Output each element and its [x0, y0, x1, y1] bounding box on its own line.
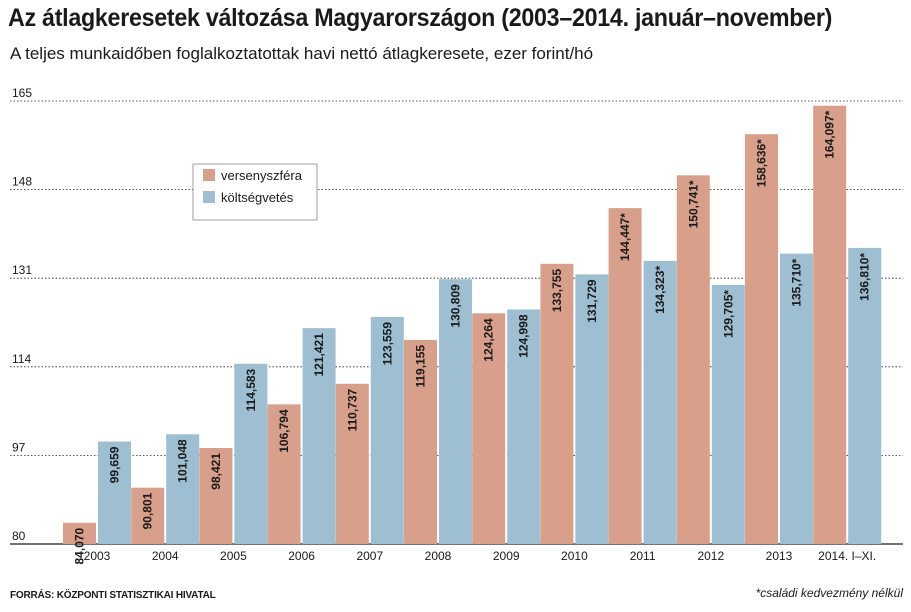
source-note: FORRÁS: KÖZPONTI STATISZTIKAI HIVATAL — [10, 590, 216, 601]
chart-title: Az átlagkeresetek változása Magyarország… — [8, 4, 833, 32]
legend-label: költségvetés — [221, 190, 294, 205]
data-label: 114,583 — [244, 368, 258, 411]
bar-koltsegvetes — [507, 309, 541, 544]
data-label: 90,801 — [141, 492, 155, 529]
legend: versenyszféra költségvetés — [192, 163, 318, 221]
data-label: 106,794 — [277, 409, 291, 453]
bar-versenyszfera — [676, 175, 710, 544]
bar-versenyszfera — [267, 404, 301, 544]
bar-versenyszfera — [199, 447, 233, 544]
x-tick-label: 2009 — [493, 549, 520, 563]
data-label: 158,636* — [755, 139, 769, 187]
bar-koltsegvetes — [711, 284, 745, 544]
bar-koltsegvetes — [780, 253, 813, 544]
bar-koltsegvetes — [643, 260, 677, 544]
x-axis-tick-labels: 2003 2004 2005 2006 2007 2008 2009 2010 2011 2012… — [84, 549, 877, 563]
x-tick-label: 2004 — [152, 549, 179, 563]
data-label: 84,070 — [73, 527, 87, 564]
data-label: 110,737 — [345, 388, 359, 431]
legend-swatch — [203, 169, 215, 181]
bar-versenyszfera — [63, 522, 96, 544]
bar-group: 84,070 99,659 90,801 101,048 98,421 114,583 10… — [63, 105, 882, 564]
data-label: 131,729 — [585, 279, 599, 323]
data-label: 135,710* — [790, 258, 804, 306]
data-label: 150,741* — [686, 180, 700, 228]
data-label: 164,097* — [823, 110, 837, 158]
bar-koltsegvetes — [439, 279, 472, 544]
footnote: *családi kedvezmény nélkül — [755, 586, 903, 600]
data-label: 123,559 — [380, 322, 394, 366]
data-label: 129,705* — [721, 290, 735, 338]
x-tick-label: 2012 — [697, 549, 724, 563]
data-label: 124,264 — [482, 318, 496, 362]
x-tick-label: 2007 — [356, 549, 383, 563]
data-label: 134,323* — [653, 266, 667, 314]
chart-subtitle: A teljes munkaidőben foglalkoztatottak h… — [10, 44, 594, 63]
x-tick-label: 2013 — [766, 549, 793, 563]
x-tick-label: 2008 — [425, 549, 452, 563]
bar-versenyszfera — [813, 105, 847, 544]
bar-versenyszfera — [335, 383, 369, 544]
data-label: 98,421 — [209, 453, 223, 490]
bar-versenyszfera — [540, 263, 574, 544]
bar-koltsegvetes — [302, 328, 336, 544]
y-tick-label: 80 — [12, 529, 26, 543]
x-tick-label: 2003 — [84, 549, 111, 563]
legend-swatch — [203, 191, 215, 203]
y-tick-label: 148 — [12, 175, 32, 189]
data-label: 119,155 — [414, 345, 428, 388]
y-tick-label: 131 — [12, 263, 32, 277]
bar-koltsegvetes — [166, 434, 200, 544]
data-label: 101,048 — [176, 439, 190, 483]
bar-versenyszfera — [608, 208, 642, 544]
data-label: 121,421 — [312, 333, 326, 377]
x-tick-label: 2010 — [561, 549, 588, 563]
bar-versenyszfera — [404, 339, 437, 544]
bar-koltsegvetes — [98, 441, 131, 544]
data-label: 99,659 — [108, 446, 122, 483]
bar-versenyszfera — [745, 134, 778, 544]
bar-koltsegvetes — [575, 274, 609, 544]
bar-versenyszfera — [131, 487, 165, 544]
x-tick-label: 2006 — [288, 549, 315, 563]
y-tick-label: 114 — [12, 352, 31, 366]
legend-label: versenyszféra — [221, 168, 303, 183]
bar-versenyszfera — [472, 313, 506, 544]
data-label: 124,998 — [517, 314, 531, 358]
data-label: 144,447* — [618, 213, 632, 261]
x-tick-label: 2005 — [220, 549, 247, 563]
x-tick-label: 2011 — [630, 549, 656, 563]
bar-koltsegvetes — [234, 363, 268, 544]
y-axis-tick-labels: 80 97 114 131 148 165 — [12, 86, 32, 543]
y-tick-label: 97 — [12, 440, 26, 454]
bar-koltsegvetes — [848, 247, 882, 544]
y-tick-label: 165 — [12, 86, 32, 100]
data-label: 136,810* — [858, 253, 872, 301]
data-label: 133,755 — [550, 269, 564, 313]
bar-koltsegvetes — [370, 316, 404, 544]
x-tick-label: 2014. I–XI. — [818, 549, 876, 563]
data-label: 130,809 — [449, 284, 463, 328]
